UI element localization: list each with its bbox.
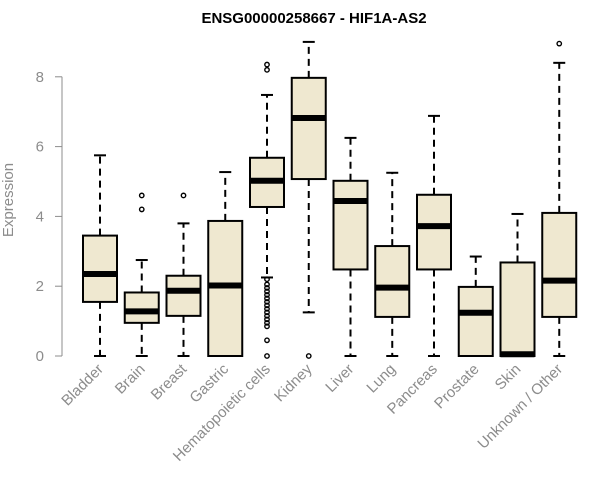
y-tick-label: 0 (36, 348, 44, 365)
box-brain (123, 192, 160, 357)
outlier-point (556, 40, 563, 47)
outlier-point (264, 61, 270, 68)
x-tick-label: Skin (492, 361, 525, 394)
box-iqr (165, 274, 202, 317)
outlier-point (264, 353, 270, 359)
outlier-point (264, 299, 270, 305)
box-iqr (332, 179, 369, 271)
box-iqr (499, 261, 536, 357)
box-skin (499, 212, 536, 358)
box-hematopoietic-cells (249, 61, 285, 359)
box-iqr (541, 211, 578, 318)
y-tick-label: 4 (36, 208, 44, 225)
outlier-point (264, 295, 270, 302)
y-tick-label: 2 (36, 278, 44, 295)
x-tick-label: Prostate (431, 361, 483, 413)
chart-title: ENSG00000258667 - HIF1A-AS2 (201, 10, 426, 27)
outlier-point (264, 281, 270, 288)
outlier-point (264, 305, 270, 312)
box-prostate (457, 255, 494, 358)
x-tick-label: Breast (148, 360, 191, 403)
outlier-point (264, 302, 270, 309)
y-tick-label: 6 (36, 139, 44, 156)
box-pancreas (416, 114, 452, 357)
x-tick-label: Brain (112, 361, 149, 398)
outlier-point (264, 337, 270, 344)
y-tick-label: 8 (36, 69, 44, 86)
outlier-point (264, 288, 270, 295)
outlier-point (264, 316, 270, 323)
outlier-point (264, 292, 270, 298)
boxes (82, 40, 578, 359)
box-liver (332, 136, 369, 357)
x-tick-label: Liver (322, 361, 357, 396)
outlier-point (264, 276, 270, 283)
y-axis: 0 2 4 6 8 (36, 69, 63, 365)
outlier-point (264, 323, 270, 330)
outlier-point (138, 206, 145, 213)
box-iqr (374, 245, 411, 318)
box-breast (165, 192, 202, 357)
outlier-point (264, 319, 270, 326)
box-iqr (416, 193, 452, 271)
y-axis-label: Expression (0, 163, 17, 237)
box-gastric (207, 171, 244, 357)
box-iqr (290, 76, 327, 181)
outlier-point (264, 285, 270, 291)
box-kidney (290, 40, 327, 359)
outlier-point (264, 66, 270, 73)
box-bladder (82, 154, 118, 357)
outlier-point (180, 192, 187, 199)
outlier-point (264, 309, 270, 316)
outlier-point (138, 192, 145, 199)
outlier-point (305, 353, 312, 359)
box-iqr (82, 234, 118, 303)
x-tick-label: Kidney (271, 360, 316, 405)
x-tick-label: Bladder (58, 361, 107, 410)
x-tick-label: Lung (363, 361, 399, 397)
box-iqr (123, 291, 160, 324)
box-lung (374, 171, 411, 357)
box-iqr (457, 285, 494, 358)
outlier-point (264, 312, 270, 319)
box-unknown-other (541, 40, 578, 357)
